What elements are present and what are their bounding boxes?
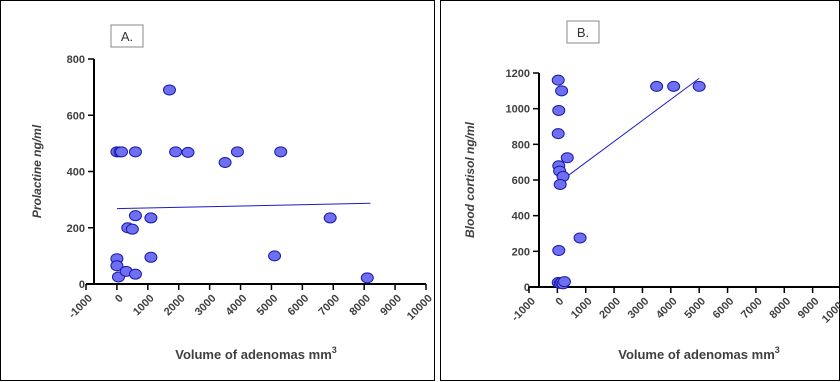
chart-a-data-point bbox=[218, 157, 232, 168]
chart-b-x-tick-label: 2000 bbox=[597, 295, 623, 321]
chart-a-panel-label: A. bbox=[121, 29, 133, 44]
chart-a-y-tick-label: 400 bbox=[67, 167, 85, 179]
chart-a-x-tick-label: 8000 bbox=[347, 292, 373, 318]
chart-a-data-point bbox=[128, 210, 142, 222]
chart-b-x-tick-label: 1000 bbox=[569, 295, 595, 321]
chart-a-x-tick-label: 4000 bbox=[224, 292, 250, 318]
chart-a-data-point bbox=[169, 146, 183, 158]
chart-a-x-tick-label: 9000 bbox=[378, 292, 404, 318]
chart-a-data-point bbox=[128, 146, 142, 158]
chart-b-panel-label-box: B. bbox=[566, 20, 600, 44]
chart-b-x-tick-label: 4000 bbox=[654, 295, 680, 321]
chart-b-y-tick-label: 0 bbox=[524, 282, 530, 294]
chart-b-x-tick-label: -1000 bbox=[510, 295, 538, 323]
chart-b-y-tick-label: 800 bbox=[512, 139, 530, 151]
chart-b-y-tick-label: 1200 bbox=[506, 68, 530, 80]
chart-a-x-tick-label: -1000 bbox=[67, 292, 95, 320]
chart-b-data-point bbox=[557, 276, 571, 288]
chart-a-x-tick-label: 7000 bbox=[316, 292, 342, 318]
chart-b-y-tick-label: 200 bbox=[512, 246, 530, 258]
chart-a-panel-label-border bbox=[110, 24, 144, 48]
chart-a-data-point bbox=[360, 272, 374, 284]
chart-a-data-point bbox=[230, 146, 244, 158]
chart-a-data-point bbox=[115, 146, 129, 158]
chart-a-data-point bbox=[110, 260, 124, 272]
chart-b-x-axis-title: Volume of adenomas mm3 bbox=[618, 345, 780, 362]
chart-b-data-point bbox=[551, 74, 565, 86]
chart-b-y-tick-label: 400 bbox=[512, 211, 530, 223]
chart-b-y-tick-label: 600 bbox=[512, 175, 530, 187]
chart-a-y-tick-label: 200 bbox=[67, 223, 85, 235]
chart-b-x-tick-label: 6000 bbox=[711, 295, 737, 321]
chart-b-data-point bbox=[573, 232, 587, 244]
chart-a-data-point bbox=[274, 146, 288, 158]
chart-b-x-tick-label: 3000 bbox=[626, 295, 652, 321]
chart-a-trend-line bbox=[116, 202, 371, 210]
chart-b-panel-label: B. bbox=[577, 25, 589, 40]
chart-a-x-tick-label: 10000 bbox=[405, 292, 435, 322]
chart-a-data-point bbox=[181, 146, 195, 158]
chart-b-data-point bbox=[552, 104, 566, 116]
chart-a-panel-label-box: A. bbox=[110, 24, 144, 48]
chart-a-x-axis-title: Volume of adenomas mm3 bbox=[175, 345, 337, 362]
chart-b-data-point bbox=[650, 80, 664, 92]
chart-a-x-axis-title-sup: 3 bbox=[332, 345, 337, 355]
chart-b-x-axis-title-sup: 3 bbox=[775, 345, 780, 355]
chart-a-data-point bbox=[144, 212, 158, 224]
chart-a-data-point bbox=[128, 268, 142, 280]
chart-a-data-point bbox=[268, 250, 282, 262]
chart-a-y-tick-label: 800 bbox=[67, 54, 85, 66]
chart-a-x-axis-title-text: Volume of adenomas mm bbox=[175, 347, 332, 362]
chart-b-data-point bbox=[560, 152, 574, 164]
chart-b-panel-label-border bbox=[566, 20, 600, 44]
chart-a-data-point bbox=[125, 223, 139, 235]
chart-b-trend-line bbox=[557, 77, 700, 184]
chart-a-data-point bbox=[323, 212, 337, 224]
chart-b-x-tick-label: 5000 bbox=[682, 295, 708, 321]
chart-a-x-tick-label: 0 bbox=[113, 292, 126, 305]
chart-a-y-tick-label: 0 bbox=[79, 279, 85, 291]
chart-panel-a: A. 0 200 400 600 800 -1000 0 1000 2000 3000 4000 500… bbox=[0, 0, 435, 381]
chart-b-x-tick-label: 8000 bbox=[767, 295, 793, 321]
chart-a-x-tick-label: 3000 bbox=[193, 292, 219, 318]
chart-b-data-point bbox=[692, 80, 706, 92]
chart-b-x-tick-label: 10000 bbox=[820, 295, 840, 325]
chart-a-data-point bbox=[162, 84, 176, 96]
chart-b-data-point bbox=[667, 80, 681, 92]
chart-b-data-point bbox=[551, 128, 565, 140]
chart-b-x-tick-label: 0 bbox=[553, 295, 566, 308]
chart-b-data-point bbox=[552, 244, 566, 256]
chart-panel-b: B. 0 200 400 600 800 1000 1200 -1000 0 1000 2000 300… bbox=[440, 0, 840, 381]
chart-b-x-tick-label: 9000 bbox=[796, 295, 822, 321]
chart-b-data-point bbox=[555, 85, 569, 97]
chart-b-x-axis-title-text: Volume of adenomas mm bbox=[618, 347, 775, 362]
chart-a-x-tick-label: 6000 bbox=[286, 292, 312, 318]
chart-b-y-axis-title: Blood cortisol ng/ml bbox=[463, 121, 477, 238]
chart-a-data-point bbox=[144, 251, 158, 263]
chart-a-x-tick-label: 2000 bbox=[162, 292, 188, 318]
chart-a-x-tick-label: 1000 bbox=[131, 292, 157, 318]
chart-b-data-point bbox=[553, 178, 567, 190]
chart-a-y-tick-label: 600 bbox=[67, 110, 85, 122]
chart-b-y-tick-label: 1000 bbox=[506, 104, 530, 116]
chart-b-x-tick-label: 7000 bbox=[739, 295, 765, 321]
chart-a-y-axis-title: Prolactine ng/ml bbox=[30, 124, 44, 218]
chart-a-x-tick-label: 5000 bbox=[255, 292, 281, 318]
